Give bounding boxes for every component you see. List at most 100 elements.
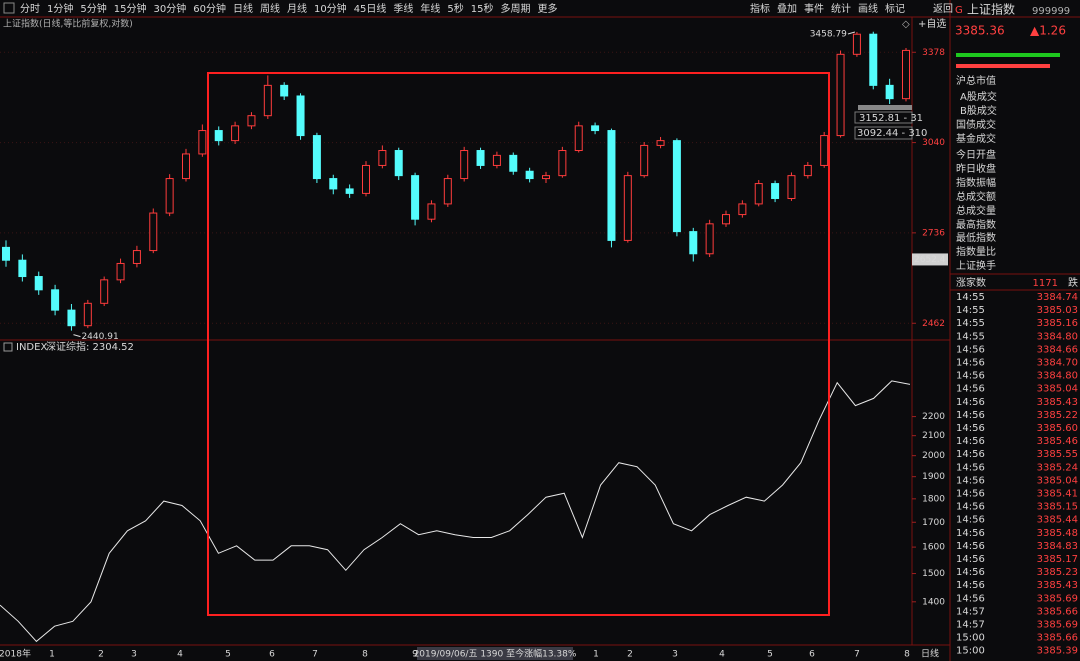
- tick-time: 14:56: [956, 462, 985, 473]
- candle-body: [820, 135, 829, 166]
- tick-time: 15:00: [956, 646, 985, 657]
- x-tick-label: 3: [672, 650, 678, 660]
- y-tick-label: 3040: [922, 138, 945, 148]
- period-tab[interactable]: 15分钟: [114, 2, 147, 15]
- x-tick-label: 5: [767, 650, 773, 660]
- period-tab[interactable]: 45日线: [354, 2, 387, 15]
- tick-price: 3385.69: [1037, 593, 1078, 604]
- x-tick-label: 日线: [921, 648, 939, 660]
- period-tab[interactable]: 1分钟: [47, 2, 73, 15]
- tool-button[interactable]: 指标: [750, 2, 770, 15]
- period-tab[interactable]: 年线: [420, 2, 440, 15]
- period-tab[interactable]: 60分钟: [193, 2, 226, 15]
- tick-price: 3385.17: [1037, 554, 1078, 565]
- candle-body: [722, 214, 730, 225]
- candle-body: [362, 164, 370, 194]
- quote-flag: G: [955, 5, 963, 16]
- diamond-icon[interactable]: ◇: [902, 19, 910, 30]
- tick-price: 3384.74: [1037, 292, 1078, 303]
- sub-chart-title: 深证综指: 2304.52: [46, 340, 134, 353]
- period-tab[interactable]: 30分钟: [153, 2, 186, 15]
- tick-price: 3385.69: [1037, 620, 1078, 631]
- tool-button[interactable]: 事件: [804, 2, 824, 15]
- candle-body: [34, 276, 43, 291]
- period-tab[interactable]: 更多: [538, 2, 558, 15]
- high-label: 3458.79: [810, 30, 847, 40]
- candle-body: [149, 212, 158, 252]
- tool-button[interactable]: 叠加: [777, 3, 797, 15]
- stat-label: A股成交: [960, 90, 997, 103]
- candle-body: [852, 33, 861, 55]
- period-tab[interactable]: 10分钟: [314, 2, 347, 15]
- period-tab[interactable]: 分时: [20, 3, 40, 15]
- collapse-icon[interactable]: [3, 342, 13, 352]
- candle-body: [2, 246, 10, 261]
- y-tick-label: 1700: [922, 518, 945, 528]
- period-tab[interactable]: 15秒: [471, 2, 494, 15]
- range-box: [854, 126, 913, 140]
- tick-time: 14:55: [956, 292, 985, 303]
- tool-button[interactable]: 画线: [858, 2, 878, 15]
- tick-price: 3385.04: [1037, 475, 1078, 486]
- tool-button[interactable]: 返回: [933, 3, 953, 15]
- candle-body: [771, 183, 780, 199]
- tick-time: 14:56: [956, 502, 985, 513]
- menu-icon[interactable]: [3, 2, 15, 14]
- candle-body: [165, 178, 174, 214]
- x-tick-label: 1: [49, 650, 55, 660]
- add-watch[interactable]: +自选: [918, 17, 946, 30]
- breadth-value: 1171: [1033, 278, 1058, 289]
- stat-label: 国债成交: [956, 118, 996, 131]
- tick-price: 3385.60: [1037, 423, 1078, 434]
- stat-label: 指数量比: [956, 245, 996, 258]
- tick-time: 14:56: [956, 371, 985, 382]
- candle-body: [542, 175, 550, 180]
- x-tick-label: 7: [854, 650, 860, 660]
- candle-body: [51, 289, 60, 311]
- candle-body: [329, 178, 338, 190]
- chart-title: 上证指数(日线,等比前复权,对数): [3, 18, 133, 30]
- tick-time: 14:56: [956, 489, 985, 500]
- date-box: [417, 647, 573, 660]
- x-tick-label: 1: [593, 650, 599, 660]
- x-tick-label: 7: [312, 650, 318, 660]
- range-box: [854, 111, 913, 124]
- period-tab[interactable]: 周线: [260, 2, 280, 15]
- tick-price: 3385.16: [1037, 318, 1078, 329]
- tick-time: 14:57: [956, 606, 985, 617]
- tool-button[interactable]: 统计: [831, 2, 851, 15]
- stat-label: 最高指数: [956, 218, 996, 231]
- candle-body: [623, 175, 632, 241]
- period-tab[interactable]: 5秒: [447, 2, 463, 15]
- candle-body: [83, 302, 92, 327]
- tick-time: 14:56: [956, 358, 985, 369]
- breadth-label: 涨家数: [956, 276, 986, 289]
- period-tab[interactable]: 多周期: [501, 2, 531, 15]
- quote-price: 3385.36: [955, 24, 1005, 38]
- x-tick-label: 4: [719, 650, 725, 660]
- tick-price: 3384.66: [1037, 344, 1078, 355]
- candle-body: [672, 140, 681, 233]
- x-tick-label: 2018年: [0, 648, 31, 660]
- candle-body: [460, 150, 469, 180]
- tick-price: 3385.04: [1037, 384, 1078, 395]
- tick-price: 3385.22: [1037, 410, 1078, 421]
- candle-body: [312, 135, 321, 180]
- x-tick-label: 8: [362, 650, 368, 660]
- period-tab[interactable]: 日线: [233, 2, 253, 15]
- period-tab[interactable]: 5分钟: [80, 2, 106, 15]
- stat-label: 沪总市值: [956, 74, 996, 87]
- period-tab[interactable]: 季线: [393, 2, 413, 15]
- stat-label: 总成交额: [956, 190, 996, 203]
- candle-body: [705, 223, 714, 255]
- period-tab[interactable]: 月线: [287, 2, 307, 15]
- high-pointer: [847, 31, 856, 35]
- tick-time: 14:55: [956, 331, 985, 342]
- tick-time: 14:56: [956, 580, 985, 591]
- stat-label: 最低指数: [956, 231, 996, 244]
- x-tick-label: 9: [412, 650, 418, 660]
- tool-button[interactable]: 标记: [885, 3, 905, 15]
- range-label: 3092.44 - 310: [857, 128, 927, 139]
- candle-body: [116, 262, 125, 281]
